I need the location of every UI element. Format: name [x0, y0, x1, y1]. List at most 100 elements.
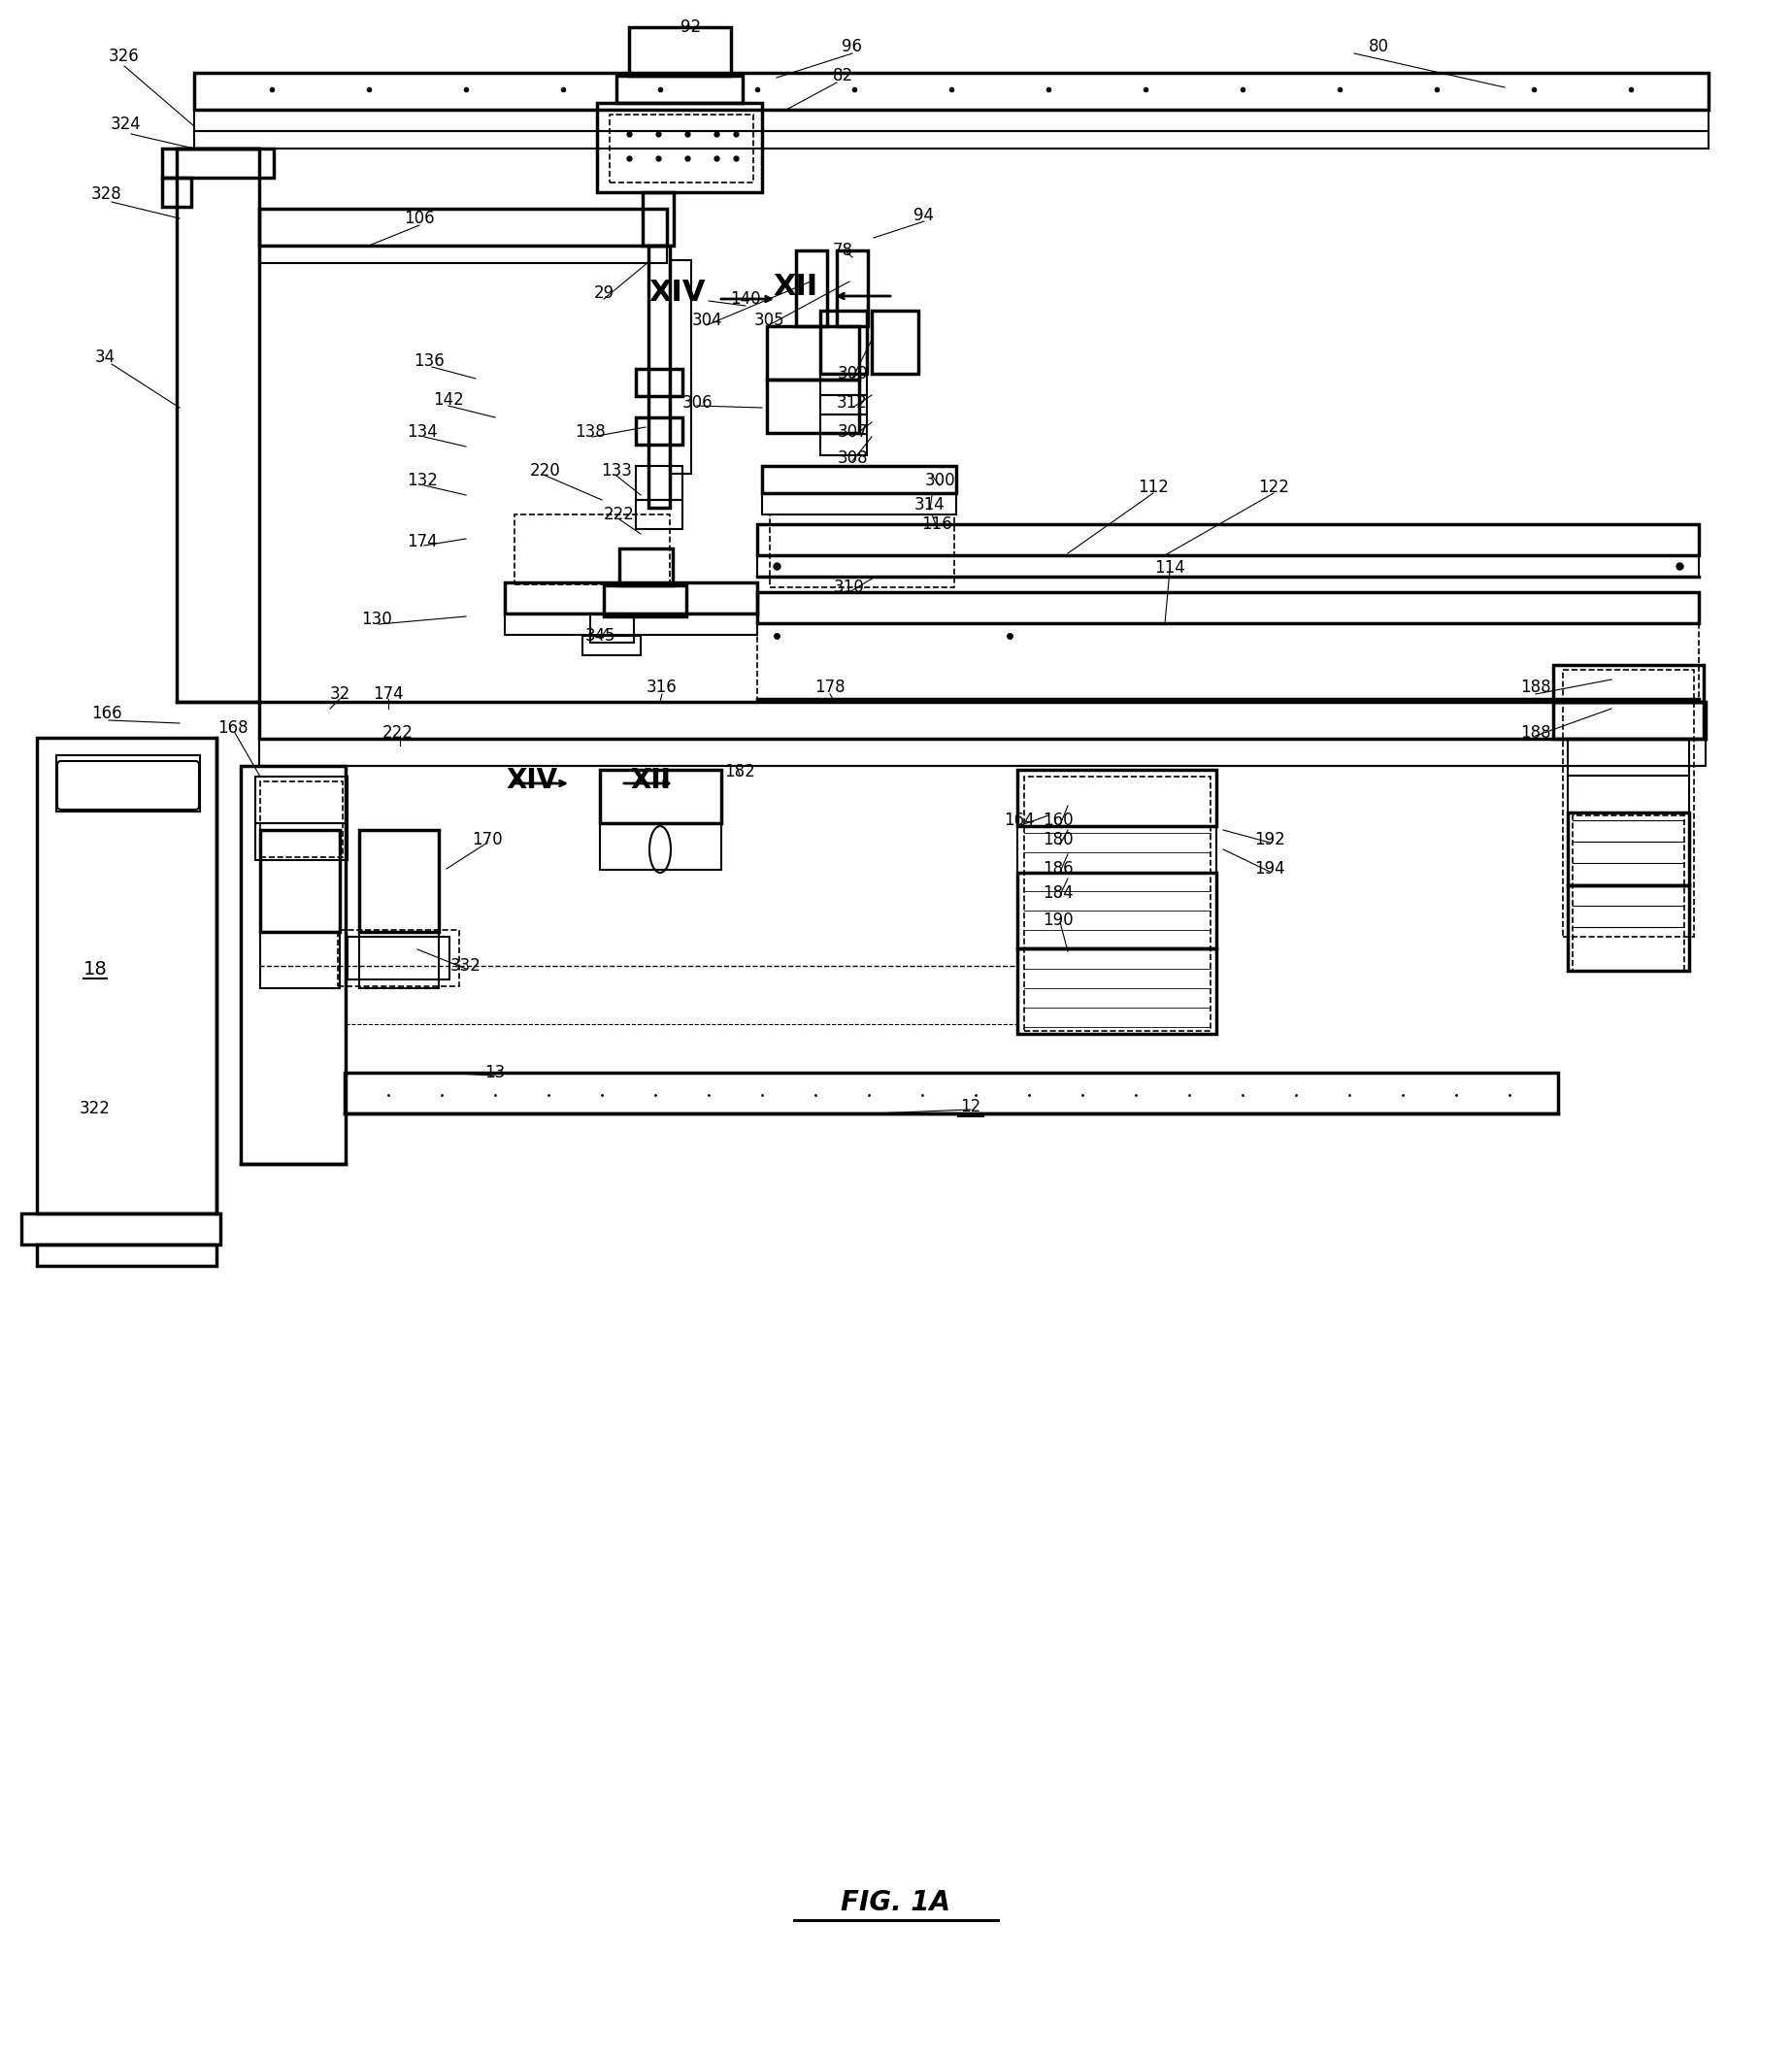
Bar — [767, 380, 858, 434]
Text: 308: 308 — [837, 450, 867, 467]
Text: 138: 138 — [575, 424, 606, 440]
Text: 92: 92 — [681, 19, 701, 35]
Text: 307: 307 — [837, 424, 867, 440]
Bar — [194, 72, 1708, 109]
Bar — [344, 1073, 1557, 1114]
Bar — [339, 929, 459, 987]
Text: 345: 345 — [584, 627, 615, 646]
Bar — [629, 27, 731, 76]
Bar — [871, 310, 918, 374]
Bar — [1573, 816, 1684, 970]
Text: XIV: XIV — [505, 767, 557, 794]
Text: 192: 192 — [1254, 831, 1285, 849]
Text: 34: 34 — [95, 347, 115, 366]
Text: 140: 140 — [729, 290, 762, 308]
Bar — [254, 777, 348, 822]
Bar — [38, 738, 217, 1213]
Text: 134: 134 — [407, 424, 437, 440]
Text: 300: 300 — [925, 471, 955, 489]
Text: 29: 29 — [593, 284, 615, 302]
Text: 164: 164 — [1004, 812, 1034, 829]
Text: 96: 96 — [842, 37, 862, 56]
Text: 32: 32 — [330, 685, 349, 703]
Text: 332: 332 — [450, 958, 482, 975]
Bar — [590, 613, 634, 644]
Bar — [505, 582, 758, 613]
Bar — [1568, 738, 1690, 775]
Bar — [56, 755, 201, 812]
Bar — [758, 555, 1699, 576]
Bar — [348, 938, 450, 979]
Text: 82: 82 — [831, 68, 853, 84]
Bar — [636, 417, 683, 444]
Bar — [771, 514, 955, 588]
Bar — [358, 831, 439, 931]
Bar — [260, 210, 667, 245]
Text: 174: 174 — [407, 533, 437, 551]
Bar — [821, 310, 867, 374]
Text: 186: 186 — [1043, 859, 1073, 878]
Bar — [1568, 886, 1690, 970]
Text: 220: 220 — [530, 463, 561, 479]
Text: 328: 328 — [91, 185, 122, 204]
Text: 312: 312 — [837, 395, 867, 411]
Text: 116: 116 — [921, 516, 952, 533]
Text: 142: 142 — [434, 391, 464, 409]
Text: 306: 306 — [681, 395, 713, 411]
Text: 80: 80 — [1369, 37, 1389, 56]
Text: 314: 314 — [914, 495, 946, 514]
Bar — [260, 831, 340, 931]
Text: 300: 300 — [837, 366, 867, 382]
Text: 180: 180 — [1043, 831, 1073, 849]
Bar — [1568, 812, 1690, 886]
Text: 160: 160 — [1043, 812, 1073, 829]
Bar — [762, 467, 957, 493]
Bar — [194, 132, 1708, 148]
Text: 324: 324 — [111, 115, 142, 134]
Text: XIV: XIV — [649, 280, 706, 306]
Text: 190: 190 — [1043, 911, 1073, 929]
Text: 170: 170 — [471, 831, 504, 849]
Text: 94: 94 — [914, 208, 934, 224]
Bar — [505, 613, 758, 635]
Bar — [22, 1213, 220, 1244]
Text: XII: XII — [774, 273, 819, 302]
Bar — [600, 822, 720, 870]
Bar — [636, 368, 683, 397]
Bar — [161, 148, 274, 177]
Text: XII: XII — [631, 767, 670, 794]
Bar — [670, 261, 692, 473]
Text: 326: 326 — [109, 47, 140, 66]
Bar — [1568, 775, 1690, 812]
Text: 310: 310 — [833, 578, 866, 596]
Bar — [767, 327, 858, 380]
Bar — [1554, 701, 1704, 738]
Bar — [649, 245, 670, 508]
Text: 316: 316 — [647, 678, 677, 697]
Bar — [161, 177, 192, 208]
Text: 112: 112 — [1138, 479, 1168, 495]
Text: 166: 166 — [91, 705, 122, 722]
Bar — [837, 251, 867, 327]
Bar — [758, 524, 1699, 555]
Bar — [821, 434, 867, 454]
Bar — [38, 1244, 217, 1266]
Bar — [636, 500, 683, 528]
Bar — [260, 245, 667, 263]
Text: 168: 168 — [217, 720, 249, 736]
Text: 222: 222 — [604, 506, 634, 522]
Bar — [636, 467, 683, 500]
Bar — [597, 103, 762, 191]
Text: 188: 188 — [1520, 724, 1552, 742]
Text: 188: 188 — [1520, 678, 1552, 697]
Text: 78: 78 — [833, 243, 853, 259]
Text: 174: 174 — [373, 685, 403, 703]
Text: 305: 305 — [753, 313, 785, 329]
Text: 130: 130 — [362, 611, 392, 627]
Bar — [758, 623, 1699, 699]
Bar — [1025, 777, 1211, 1030]
Text: 194: 194 — [1254, 859, 1285, 878]
Bar — [582, 635, 642, 656]
Bar — [620, 549, 672, 586]
Text: 106: 106 — [403, 210, 435, 226]
